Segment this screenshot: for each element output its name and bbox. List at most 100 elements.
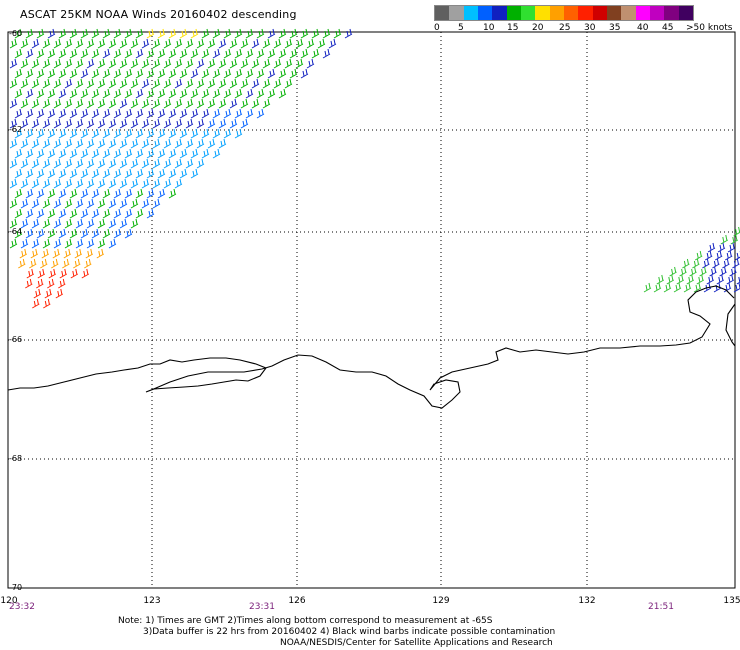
wind-barb <box>80 68 89 79</box>
wind-barb <box>663 282 672 293</box>
wind-barb <box>163 118 172 129</box>
wind-barb <box>40 258 48 269</box>
wind-barb <box>267 48 276 59</box>
wind-barb <box>42 78 51 89</box>
wind-barb <box>190 148 199 159</box>
wind-barb <box>80 228 89 239</box>
wind-barb <box>245 68 254 79</box>
wind-barb <box>31 158 40 169</box>
wind-barb <box>163 178 172 189</box>
wind-barb <box>64 178 73 189</box>
wind-barb <box>201 48 210 59</box>
wind-barb <box>223 108 232 119</box>
wind-barb <box>168 108 177 119</box>
wind-barb <box>31 178 40 189</box>
wind-barb <box>113 188 122 199</box>
wind-barb <box>212 48 221 59</box>
wind-barb <box>64 158 73 169</box>
wind-barb <box>80 128 89 139</box>
wind-barb <box>86 118 95 129</box>
wind-barb <box>80 88 89 99</box>
wind-barb <box>9 158 18 169</box>
wind-barb <box>300 48 309 59</box>
wind-barb <box>29 258 37 269</box>
wind-barb <box>80 108 89 119</box>
legend-label: 45 <box>662 23 674 33</box>
wind-barb <box>300 68 309 79</box>
wind-barb <box>80 188 89 199</box>
wind-barb <box>102 108 111 119</box>
wind-barb <box>201 68 210 79</box>
wind-barb <box>669 266 677 277</box>
wind-barb <box>9 78 18 89</box>
wind-barb <box>53 238 62 249</box>
wind-barb <box>179 108 188 119</box>
wind-barb <box>63 248 72 259</box>
wind-barb <box>58 108 67 119</box>
wind-barb <box>97 38 106 49</box>
wind-barb <box>86 98 95 109</box>
wind-barb <box>84 258 92 269</box>
lon-label: 129 <box>432 596 449 606</box>
wind-barb <box>53 178 62 189</box>
wind-barb <box>47 188 56 199</box>
wind-barb <box>135 88 144 99</box>
wind-barb <box>36 278 44 289</box>
wind-barb <box>69 88 78 99</box>
wind-barb <box>75 58 84 69</box>
wind-barb <box>135 148 144 159</box>
wind-barb <box>141 118 150 129</box>
legend-swatch <box>435 6 450 20</box>
wind-barb <box>47 228 56 239</box>
wind-barb <box>9 138 18 149</box>
lon-label: 123 <box>143 596 160 606</box>
wind-barb <box>196 58 205 69</box>
wind-barb <box>18 258 26 269</box>
wind-barb <box>47 68 56 79</box>
wind-barb <box>58 208 67 219</box>
wind-barb <box>699 266 707 277</box>
wind-barb <box>25 168 34 179</box>
wind-barb <box>694 250 703 261</box>
wind-barb <box>108 78 117 89</box>
wind-barb <box>58 168 67 179</box>
wind-barb <box>229 78 238 89</box>
wind-barb <box>64 58 73 69</box>
wind-barb <box>141 38 150 49</box>
legend-label: 25 <box>559 23 571 33</box>
wind-barb <box>267 28 276 39</box>
wind-barb <box>69 68 78 79</box>
wind-barb <box>702 258 710 269</box>
wind-barb <box>85 248 94 259</box>
wind-barb <box>306 58 315 69</box>
wind-barb <box>73 258 81 269</box>
lon-label: 132 <box>578 596 595 606</box>
wind-barb <box>113 68 122 79</box>
wind-barb <box>91 68 100 79</box>
wind-barb <box>207 98 216 109</box>
wind-barb <box>146 48 155 59</box>
wind-barb <box>190 88 199 99</box>
lat-label: -70 <box>9 583 22 592</box>
lat-label: -66 <box>9 335 22 344</box>
wind-barb <box>47 48 56 59</box>
wind-barb <box>108 38 117 49</box>
wind-barb <box>19 248 28 259</box>
wind-barb <box>124 208 133 219</box>
wind-barb <box>179 68 188 79</box>
wind-barb <box>229 58 238 69</box>
wind-barb <box>14 188 23 199</box>
wind-barb <box>20 38 29 49</box>
wind-barb <box>81 268 90 279</box>
wind-barb <box>58 188 67 199</box>
wind-barb <box>229 118 238 129</box>
wind-barb <box>168 88 177 99</box>
wind-barb <box>245 28 254 39</box>
wind-barb <box>240 118 249 129</box>
wind-barb <box>25 278 33 289</box>
legend-swatch <box>477 6 493 20</box>
wind-barb <box>51 258 59 269</box>
wind-barb <box>716 274 725 285</box>
wind-barb <box>273 78 282 89</box>
wind-barb <box>666 274 675 285</box>
